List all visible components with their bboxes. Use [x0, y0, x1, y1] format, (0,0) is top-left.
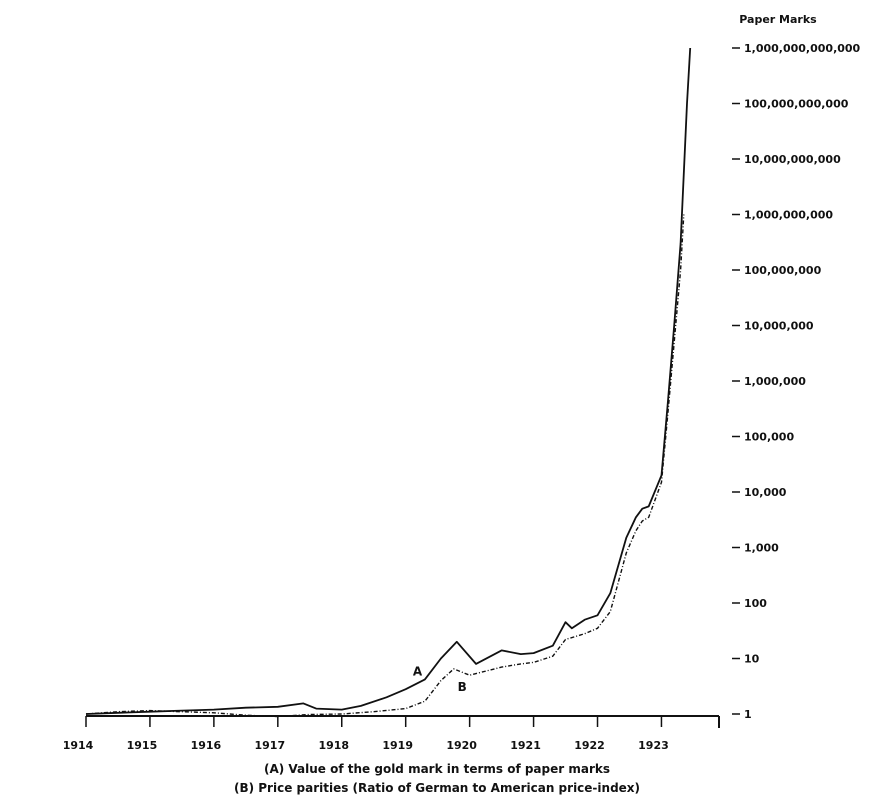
- x-tick-label: 1920: [446, 739, 477, 752]
- series-layer: AB: [85, 47, 692, 718]
- y-tick-label: 1,000,000,000,000: [744, 42, 861, 55]
- y-tick-label: 10,000: [744, 486, 787, 499]
- y-tick-label: 1,000: [744, 542, 779, 555]
- y-axis-title: Paper Marks: [739, 13, 817, 26]
- x-axis-ticks: 1914 1915 1916 1917 1918 1919 1920 1921 1922 1923: [63, 716, 669, 752]
- y-tick-label: 10,000,000: [744, 320, 814, 333]
- y-tick-label: 1,000,000,000: [744, 209, 833, 222]
- series-label-b: B: [458, 680, 467, 694]
- caption-series-b: (B) Price parities (Ratio of German to A…: [233, 781, 641, 795]
- y-axis-ticks: 1 10 100 1,000 10,000 100,000 1,000,000 10,000,…: [732, 42, 861, 721]
- x-tick-label: 1914: [63, 739, 94, 752]
- series-line-b: [85, 214, 685, 718]
- y-tick-label: 100: [744, 597, 767, 610]
- x-tick-label: 1917: [255, 739, 286, 752]
- x-tick-label: 1916: [191, 739, 222, 752]
- caption-series-a: (A) Value of the gold mark in terms of p…: [263, 762, 610, 776]
- y-tick-label: 100,000: [744, 431, 794, 444]
- series-line-a: [85, 47, 692, 715]
- y-tick-label: 1,000,000: [744, 375, 806, 388]
- x-tick-label: 1922: [574, 739, 605, 752]
- series-label-a: A: [413, 664, 423, 678]
- y-tick-label: 10,000,000,000: [744, 153, 841, 166]
- x-tick-label: 1921: [510, 739, 541, 752]
- x-tick-label: 1915: [127, 739, 158, 752]
- y-tick-label: 100,000,000,000: [744, 98, 849, 111]
- y-tick-label: 10: [744, 653, 760, 666]
- x-tick-label: 1923: [638, 739, 669, 752]
- x-tick-label: 1918: [318, 739, 349, 752]
- y-tick-label: 1: [744, 708, 752, 721]
- y-tick-label: 100,000,000: [744, 264, 822, 277]
- x-tick-label: 1919: [382, 739, 413, 752]
